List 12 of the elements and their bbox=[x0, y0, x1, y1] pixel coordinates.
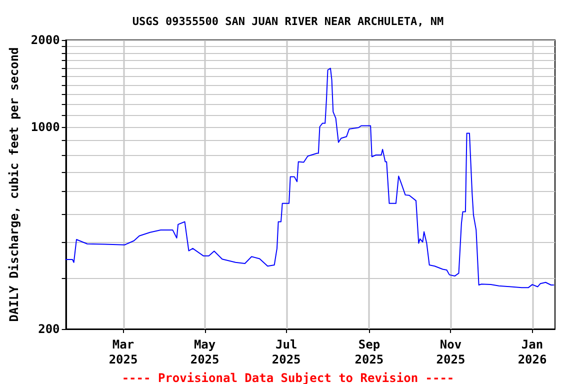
y-tick-label: 1000 bbox=[30, 120, 60, 134]
x-tick-label: Sep 2025 bbox=[354, 338, 384, 366]
chart-title: USGS 09355500 SAN JUAN RIVER NEAR ARCHULETA, NM bbox=[132, 15, 444, 28]
x-tick-label: Jul 2025 bbox=[272, 338, 301, 366]
y-axis-title: DAILY Discharge, cubic feet per second bbox=[7, 47, 21, 322]
line-series bbox=[65, 68, 554, 288]
y-tick-label: 2000 bbox=[30, 33, 60, 47]
x-tick-label: Nov 2025 bbox=[436, 338, 466, 366]
x-tick-label: Mar 2025 bbox=[108, 338, 138, 366]
y-tick-label: 200 bbox=[38, 322, 60, 336]
x-tick-label: May 2025 bbox=[190, 338, 220, 366]
x-tick-label: Jan 2026 bbox=[518, 338, 547, 366]
